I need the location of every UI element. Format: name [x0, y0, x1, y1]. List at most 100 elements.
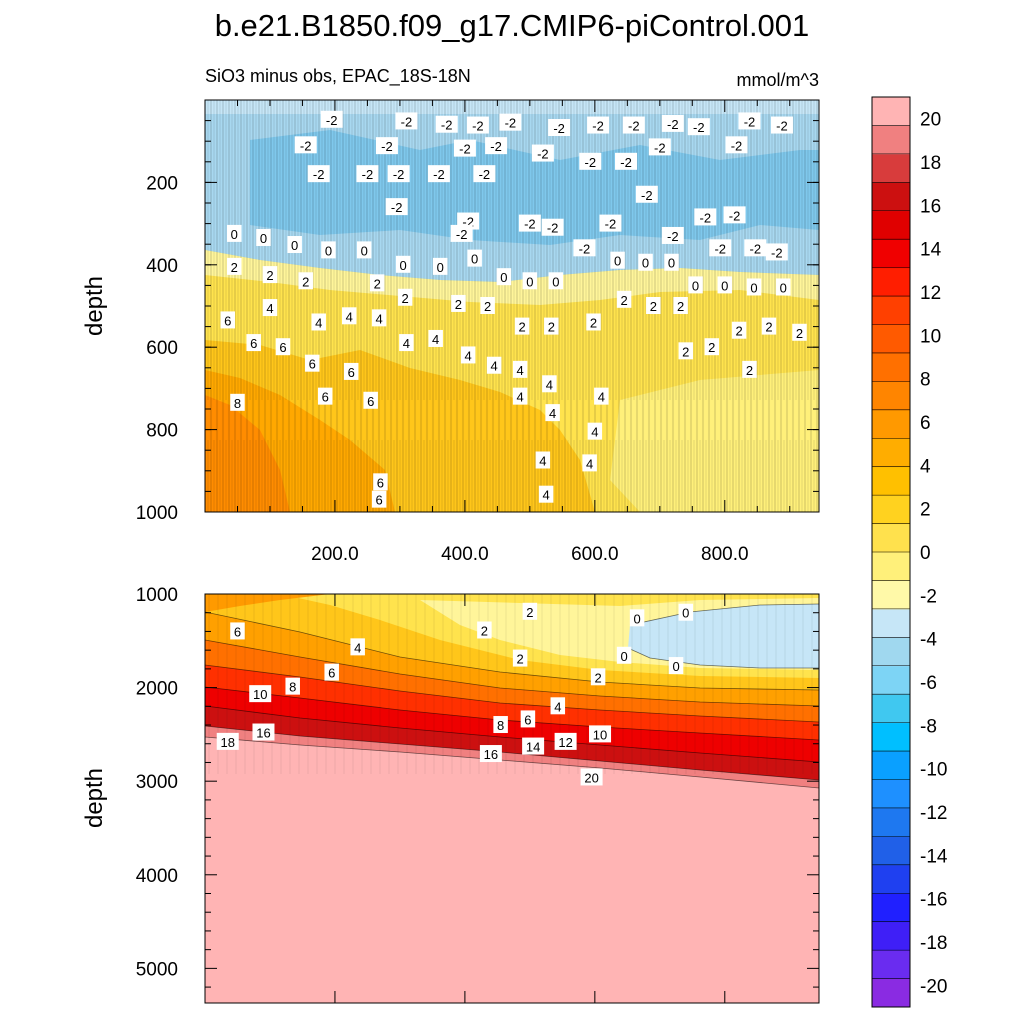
contour-label: -2	[723, 206, 746, 224]
contour-label-text: -2	[771, 245, 783, 260]
contour-label: 6	[343, 362, 359, 380]
contour-label-box	[629, 609, 645, 627]
contour-label-box	[586, 313, 601, 331]
contour-label-text: 20	[584, 770, 598, 785]
contour-label-box	[580, 768, 603, 786]
colorbar-tick-label: -20	[920, 976, 947, 997]
contour-label-text: 8	[289, 680, 296, 695]
colorbar-tick-label: -14	[920, 846, 948, 867]
contour-label-text: 0	[672, 659, 679, 674]
contour-label-text: 0	[325, 243, 332, 258]
contour-label-text: -2	[667, 229, 679, 244]
contour-label-text: 6	[234, 624, 241, 639]
contour-label: -2	[518, 214, 541, 232]
contour-label-text: 6	[309, 357, 316, 372]
colorbar-tick-label: 10	[920, 326, 941, 347]
contour-label: 4	[550, 697, 566, 715]
contour-label-box	[226, 257, 242, 275]
contour-label: -2	[648, 138, 671, 156]
contour-label: 2	[761, 317, 777, 335]
colorbar-swatch	[872, 978, 910, 1008]
contour-label-box	[230, 622, 245, 640]
colorbar-tick-label: -10	[920, 760, 947, 781]
contour-label-box	[746, 278, 762, 296]
contour-label-box	[317, 387, 333, 405]
contour-label-box	[435, 115, 458, 133]
contour-label-box	[311, 313, 326, 331]
contour-label: 2	[451, 294, 466, 312]
contour-label: -2	[499, 113, 522, 131]
contour-label-text: -2	[362, 167, 374, 182]
contour-label: 6	[304, 354, 320, 372]
contour-label-text: 4	[432, 332, 439, 347]
contour-label-text: 0	[633, 611, 640, 626]
colorbar-swatch	[872, 125, 910, 155]
contour-label: 4	[512, 387, 528, 405]
contour-label-text: 2	[650, 299, 657, 314]
contour-label: 2	[742, 360, 757, 378]
contour-label-text: -2	[456, 227, 468, 242]
contour-label: -2	[427, 165, 450, 183]
colorbar-swatch	[872, 153, 910, 183]
contour-label: 16	[479, 745, 502, 763]
contour-label-text: 0	[500, 270, 507, 285]
contour-label-text: 2	[374, 276, 381, 291]
contour-label-box	[427, 165, 450, 183]
contour-label-text: 2	[765, 320, 772, 335]
contour-label: 4	[399, 334, 414, 352]
contour-label-box	[343, 362, 359, 380]
contour-label-box	[375, 137, 398, 155]
contour-label-box	[512, 649, 528, 667]
colorbar-swatch	[872, 836, 910, 866]
contour-label-text: 4	[517, 390, 524, 405]
contour-label-box	[275, 338, 291, 356]
contour-label: 6	[230, 622, 245, 640]
contour-label-text: 6	[348, 365, 355, 380]
contour-label: -2	[453, 139, 476, 157]
colorbar-swatch	[872, 921, 910, 951]
contour-label: 2	[616, 290, 632, 308]
contour-label-box	[522, 737, 545, 755]
contour-label-text: -2	[433, 167, 445, 182]
contour-label: -2	[435, 115, 458, 133]
contour-label: 4	[594, 387, 609, 405]
contour-label: 4	[587, 422, 603, 440]
contour-label: 8	[493, 716, 508, 734]
contour-label-box	[590, 668, 606, 686]
colorbar-swatch	[872, 409, 910, 439]
contour-label: 2	[731, 321, 747, 339]
contour-label-text: -2	[667, 117, 679, 132]
contour-label-box	[744, 239, 767, 257]
contour-label-box	[725, 136, 748, 154]
contour-label-text: -2	[729, 208, 741, 223]
contour-label: 0	[496, 268, 512, 286]
contour-label-text: -2	[750, 241, 762, 256]
colorbar-tick-label: -8	[920, 716, 937, 737]
colorbar-swatch	[872, 580, 910, 610]
contour-label-text: -2	[391, 200, 403, 215]
contour-label: 4	[538, 485, 554, 503]
contour-label: 4	[371, 309, 387, 327]
contour-label: 6	[275, 338, 291, 356]
contour-label-text: 0	[692, 278, 699, 293]
contour-label-box	[742, 360, 757, 378]
colorbar-tick-label: 4	[920, 456, 931, 477]
contour-label-box	[249, 685, 272, 703]
contour-label: 0	[678, 603, 694, 621]
contour-label-text: -2	[641, 188, 653, 203]
contour-label-box	[704, 338, 720, 356]
contour-label-text: 10	[253, 687, 267, 702]
contour-label-box	[648, 138, 671, 156]
contour-label: -2	[579, 152, 602, 170]
contour-label: 0	[522, 272, 538, 290]
contour-label: 0	[638, 253, 653, 271]
contour-label-text: 4	[591, 425, 598, 440]
chart-title: b.e21.B1850.f09_g17.CMIP6-piControl.001	[215, 8, 810, 43]
contour-label-text: -2	[547, 221, 559, 236]
contour-label-box	[548, 119, 571, 137]
contour-label-text: 0	[291, 238, 298, 253]
contour-label-box	[573, 239, 596, 257]
colorbar-frame	[871, 96, 911, 1008]
colorbar-tick-label: 6	[920, 413, 931, 434]
